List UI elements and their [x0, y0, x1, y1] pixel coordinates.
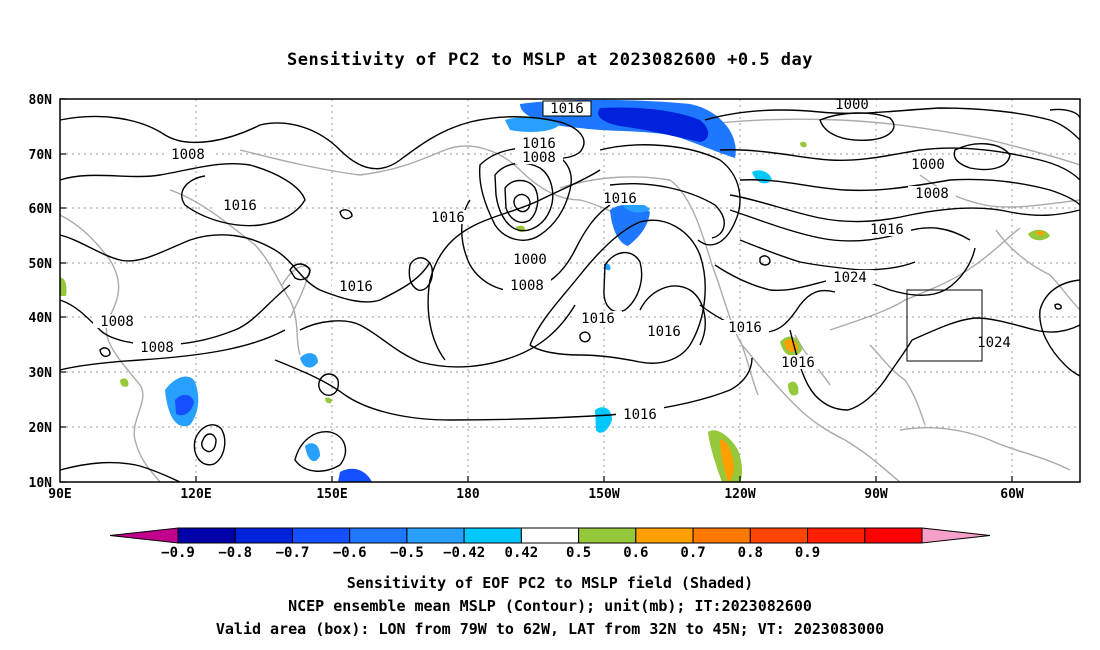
colorbar-cell [578, 527, 637, 544]
caption-line-2: NCEP ensemble mean MSLP (Contour); unit(… [288, 597, 812, 615]
colorbar-cell [807, 527, 866, 544]
colorbar-cells [109, 527, 991, 544]
contour-label: 1008 [171, 147, 205, 163]
colorbar-cell [692, 527, 751, 544]
colorbar-labels: −0.9 −0.8 −0.7 −0.6 −0.5 −0.42 0.42 0.5 0.6 0.7 0.… [161, 545, 820, 561]
colorbar-cell [234, 527, 293, 544]
contour-label: 1008 [100, 314, 134, 330]
colorbar-label: −0.8 [218, 545, 252, 561]
colorbar: −0.9 −0.8 −0.7 −0.6 −0.5 −0.42 0.42 0.5 0.6 0.7 0.… [109, 527, 991, 561]
colorbar-cell [864, 527, 923, 544]
caption-line-1: Sensitivity of EOF PC2 to MSLP field (Sh… [346, 574, 754, 592]
lon-label: 120E [180, 487, 211, 502]
colorbar-label: −0.7 [276, 545, 310, 561]
lon-label: 90W [864, 487, 888, 502]
lon-axis-labels: 90E 120E 150E 180 150W 120W 90W 60W [48, 487, 1024, 502]
lat-label: 10N [29, 476, 53, 491]
colorbar-label: 0.42 [505, 545, 539, 561]
contour-label: 1008 [510, 278, 544, 294]
colorbar-label: −0.9 [161, 545, 195, 561]
contour-label: 1000 [835, 97, 869, 113]
lat-label: 30N [29, 366, 53, 381]
contour-label: 1000 [911, 157, 945, 173]
colorbar-cell [463, 527, 522, 544]
colorbar-cell [921, 527, 991, 544]
lon-label: 120W [724, 487, 755, 502]
tick-marks [60, 98, 1013, 483]
colorbar-label: −0.42 [443, 545, 485, 561]
lat-label: 50N [29, 257, 53, 272]
lon-label: 180 [456, 487, 480, 502]
mslp-contours [59, 107, 1081, 483]
contour-label: 1016 [623, 407, 657, 423]
contour-label: 1016 [431, 210, 465, 226]
contour-label: 1016 [223, 198, 257, 214]
colorbar-cell [520, 527, 580, 544]
colorbar-label: 0.5 [566, 545, 591, 561]
lon-label: 150E [316, 487, 347, 502]
colorbar-cell [349, 527, 408, 544]
map-title: Sensitivity of PC2 to MSLP at 2023082600… [286, 50, 813, 70]
contour-label: 1008 [522, 150, 556, 166]
map-panel: 1016 1016 1008 1000 1008 1016 1016 1016 … [59, 97, 1081, 483]
contour-label: 1008 [915, 186, 949, 202]
lat-label: 20N [29, 421, 53, 436]
lat-label: 60N [29, 202, 53, 217]
colorbar-label: −0.6 [333, 545, 367, 561]
lon-label: 60W [1000, 487, 1024, 502]
map-frame [59, 98, 1081, 483]
contour-label: 1024 [977, 335, 1011, 351]
contour-label: 1016 [728, 320, 762, 336]
valid-area-box [906, 289, 983, 362]
contour-label: 1016 [339, 279, 373, 295]
colorbar-cell [291, 527, 351, 544]
colorbar-label: 0.7 [680, 545, 705, 561]
lat-label: 70N [29, 148, 53, 163]
colorbar-label: 0.8 [738, 545, 763, 561]
colorbar-cell [406, 527, 465, 544]
contour-labels: 1016 1016 1008 1000 1008 1016 1016 1016 … [93, 97, 1018, 423]
colorbar-label: 0.9 [795, 545, 820, 561]
colorbar-cell [749, 527, 809, 544]
lon-label: 90E [48, 487, 71, 502]
contour-label: 1016 [781, 355, 815, 371]
lon-label: 150W [588, 487, 619, 502]
contour-label: 1016 [581, 311, 615, 327]
lat-axis-labels: 80N 70N 60N 50N 40N 30N 20N 10N [29, 93, 53, 491]
contour-label: 1016 [870, 222, 904, 238]
contour-label: 1016 [647, 324, 681, 340]
contour-label: 1000 [513, 252, 547, 268]
colorbar-cell [635, 527, 694, 544]
colorbar-cell [109, 527, 179, 544]
colorbar-cell [177, 527, 236, 544]
contour-label: 1024 [833, 270, 867, 286]
lat-label: 40N [29, 311, 53, 326]
contour-label: 1016 [550, 101, 584, 117]
caption-line-3: Valid area (box): LON from 79W to 62W, L… [215, 620, 885, 638]
contour-label: 1016 [522, 136, 556, 152]
contour-label: 1008 [140, 340, 174, 356]
contour-label: 1016 [603, 191, 637, 207]
lat-label: 80N [29, 93, 53, 108]
colorbar-label: 0.6 [623, 545, 648, 561]
colorbar-label: −0.5 [390, 545, 424, 561]
